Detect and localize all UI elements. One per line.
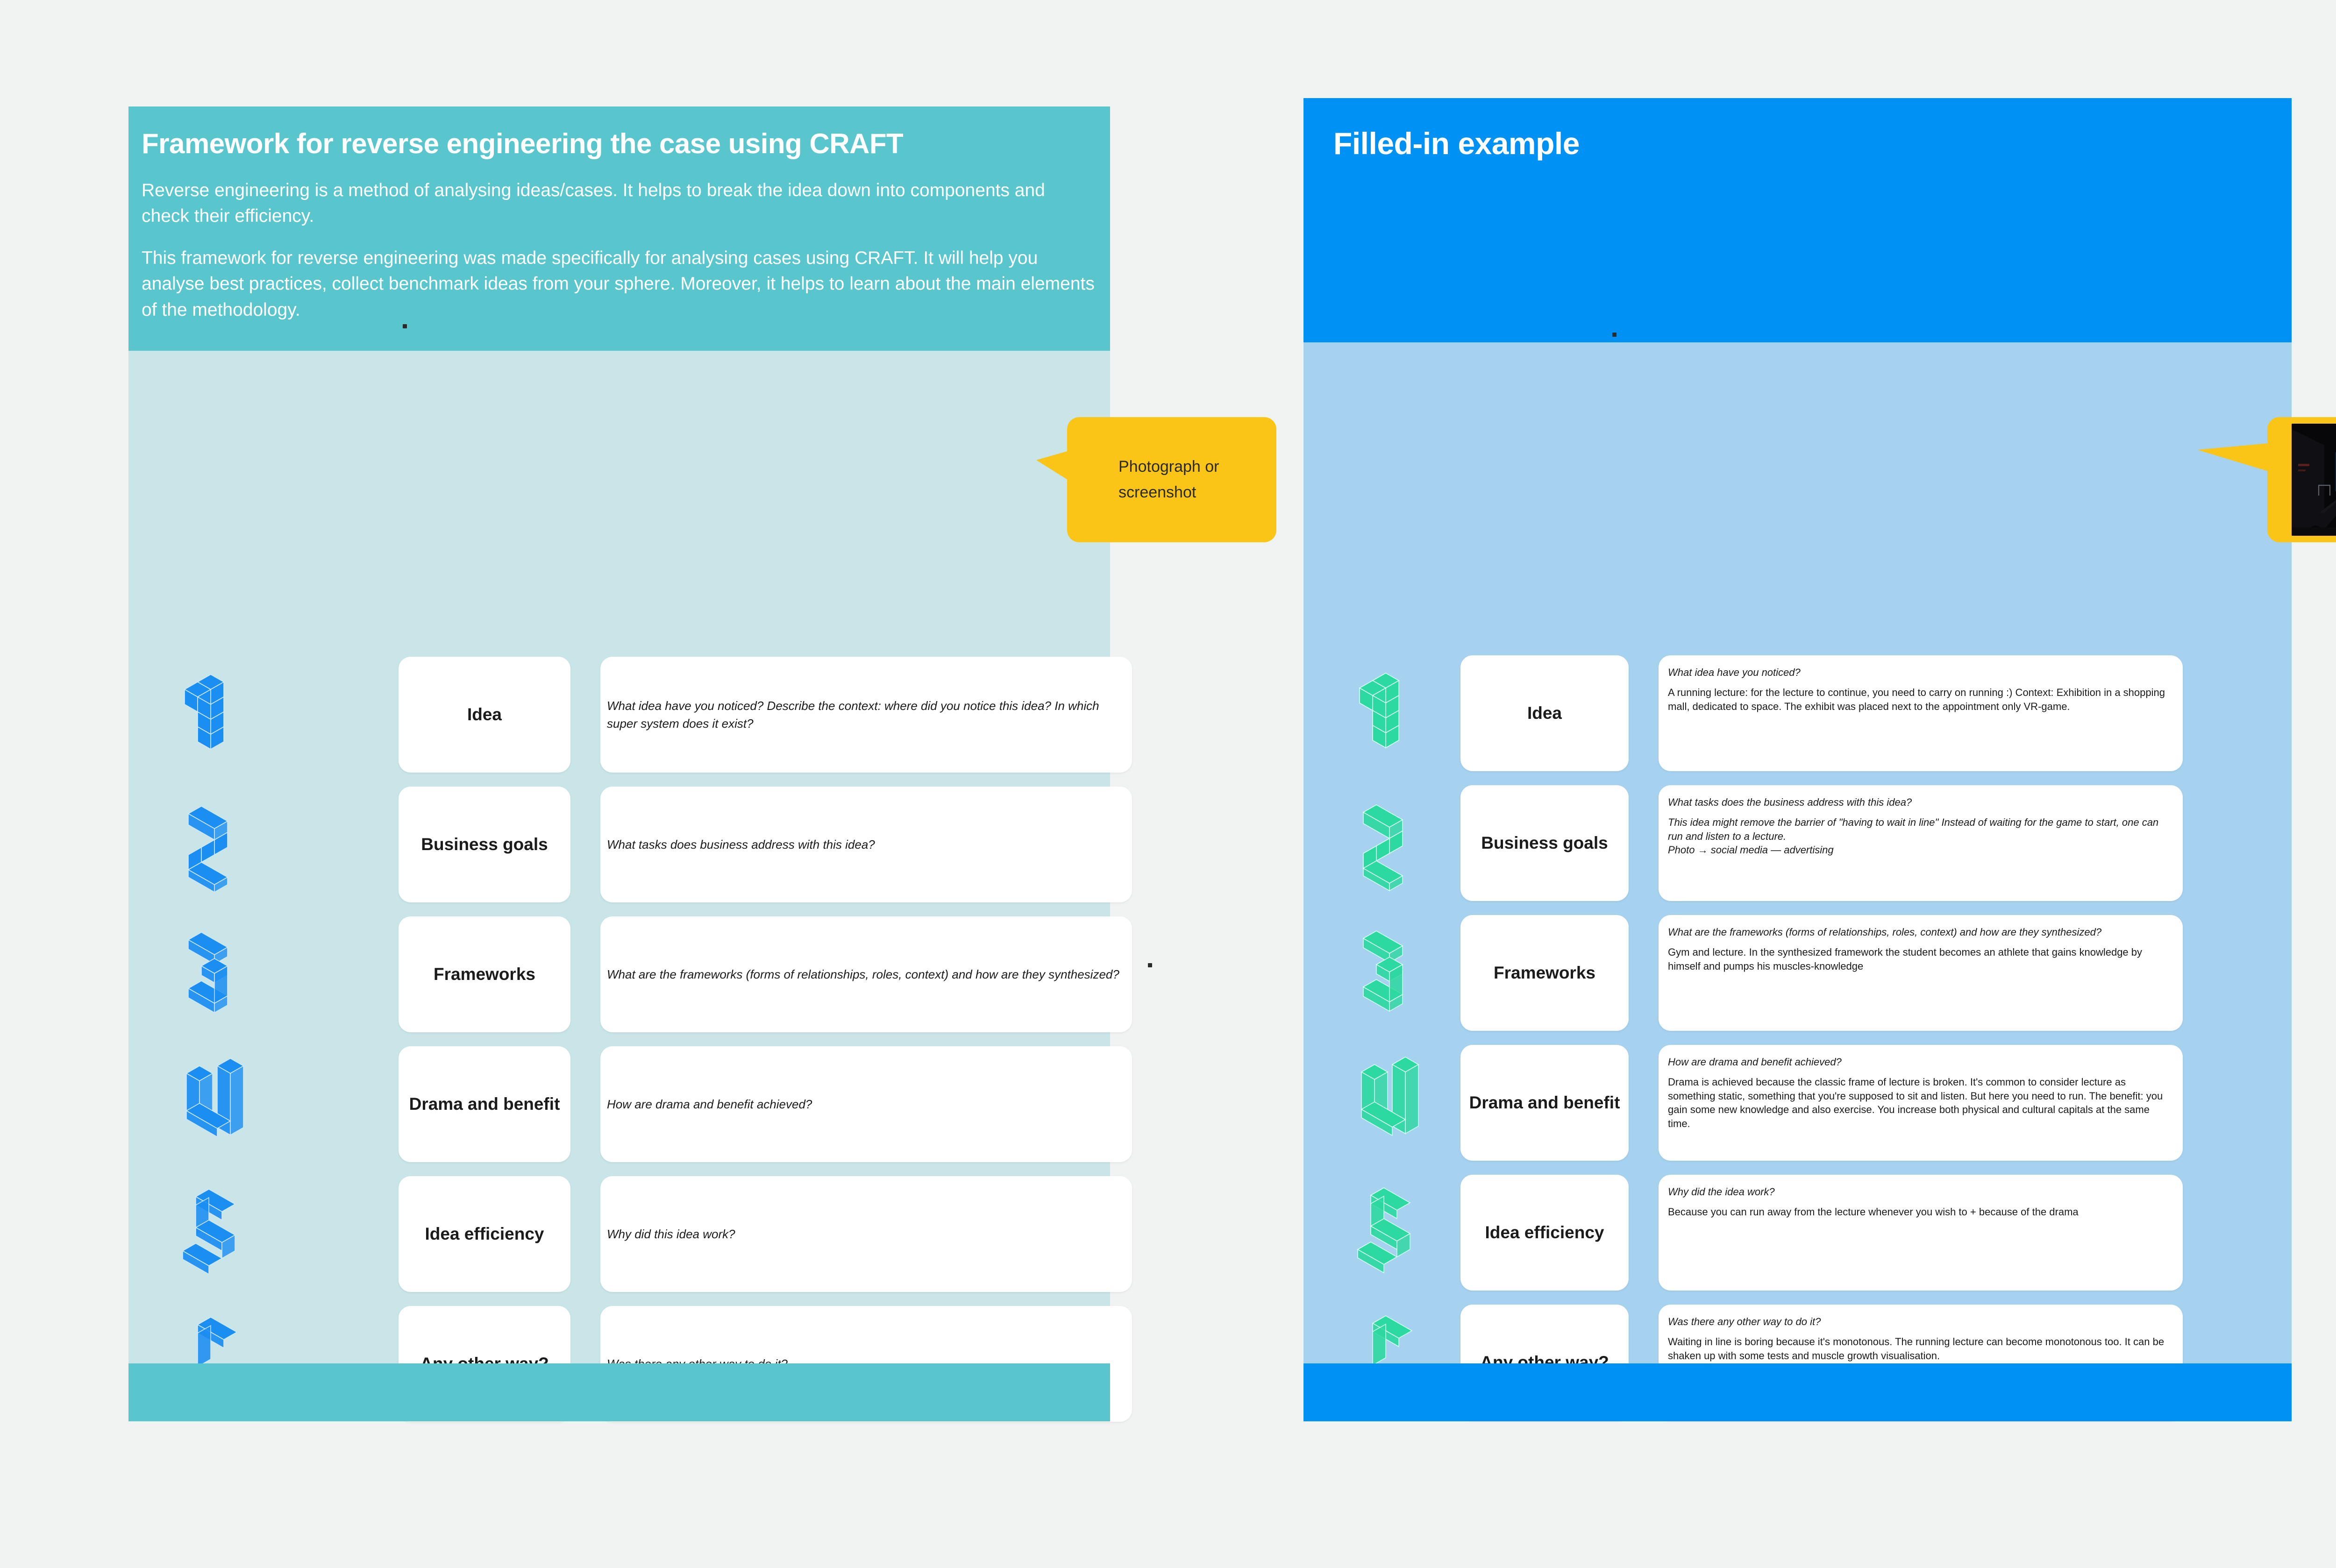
row-label-card: Business goals: [1460, 785, 1629, 901]
table-row: Business goals What tasks does the busin…: [1303, 785, 2292, 901]
table-row: Frameworks What are the frameworks (form…: [128, 916, 1132, 1032]
row-label: Frameworks: [434, 965, 535, 984]
row-label: Business goals: [1481, 833, 1608, 853]
row-label-card: Frameworks: [399, 916, 570, 1032]
right-panel-footer: [1303, 1363, 2292, 1421]
row-answer-text: Gym and lecture. In the synthesized fram…: [1668, 946, 2143, 972]
row-question-text: What idea have you noticed?: [1668, 667, 1801, 678]
step-number-2-icon: [157, 787, 271, 902]
table-row: Business goals What tasks does business …: [128, 787, 1132, 902]
callout-text: Photograph or screenshot: [1118, 457, 1219, 501]
callout-tail: [1036, 451, 1069, 481]
row-question-card[interactable]: Why did this idea work?: [600, 1176, 1132, 1292]
left-panel-header: Framework for reverse engineering the ca…: [128, 106, 1110, 351]
row-label: Idea: [467, 705, 502, 724]
table-row: Idea efficiency Why did this idea work?: [128, 1176, 1132, 1292]
row-answer-card[interactable]: What tasks does the business address wit…: [1659, 785, 2183, 901]
step-number-4-icon: [1332, 1045, 1446, 1161]
row-label-card: Idea: [399, 657, 570, 773]
table-row: Idea What idea have you noticed? Describ…: [128, 657, 1132, 773]
step-number-5-icon: [1332, 1175, 1446, 1291]
callout-tail: [2197, 443, 2268, 471]
row-label-card: Drama and benefit: [1460, 1045, 1629, 1161]
table-row: Idea efficiency Why did the idea work? B…: [1303, 1175, 2292, 1291]
row-label: Frameworks: [1494, 963, 1595, 983]
row-label-card: Business goals: [399, 787, 570, 902]
example-photo-callout: [2197, 417, 2336, 542]
step-number-3-icon: [1332, 915, 1446, 1031]
row-question-text: What are the frameworks (forms of relati…: [607, 967, 1119, 981]
step-number-2-icon: [1332, 785, 1446, 901]
running-lecture-photo: [2292, 424, 2336, 536]
row-label-card: Frameworks: [1460, 915, 1629, 1031]
row-question-text: What tasks does the business address wit…: [1668, 796, 1912, 808]
table-row: Frameworks What are the frameworks (form…: [1303, 915, 2292, 1031]
row-question-card[interactable]: What are the frameworks (forms of relati…: [600, 916, 1132, 1032]
row-answer-text: A running lecture: for the lecture to co…: [1668, 687, 2165, 712]
row-label-card: Idea efficiency: [399, 1176, 570, 1292]
row-label-card: Idea: [1460, 655, 1629, 771]
step-number-1-icon: [157, 657, 271, 773]
row-question-text: Why did the idea work?: [1668, 1186, 1775, 1198]
artifact-dot: [1148, 963, 1152, 967]
row-label: Idea efficiency: [1485, 1223, 1604, 1242]
step-number-1-icon: [1332, 655, 1446, 771]
step-number-3-icon: [157, 916, 271, 1032]
row-question-text: Why did this idea work?: [607, 1227, 735, 1241]
row-answer-text: This idea might remove the barrier of "h…: [1668, 816, 2159, 856]
row-label: Business goals: [421, 835, 548, 854]
row-question-card[interactable]: How are drama and benefit achieved?: [600, 1046, 1132, 1162]
row-question-card[interactable]: What idea have you noticed? Describe the…: [600, 657, 1132, 773]
row-question-text: How are drama and benefit achieved?: [607, 1097, 812, 1111]
left-panel-footer: [128, 1363, 1110, 1421]
row-label: Drama and benefit: [409, 1094, 560, 1114]
step-number-5-icon: [157, 1176, 271, 1292]
row-label: Drama and benefit: [1469, 1093, 1620, 1113]
row-answer-text: Drama is achieved because the classic fr…: [1668, 1076, 2163, 1129]
table-row: Drama and benefit How are drama and bene…: [128, 1046, 1132, 1162]
row-answer-card[interactable]: What idea have you noticed? A running le…: [1659, 655, 2183, 771]
row-label: Idea efficiency: [425, 1224, 544, 1244]
right-panel-header: Filled-in example: [1303, 98, 2292, 342]
left-panel-title: Framework for reverse engineering the ca…: [142, 128, 904, 159]
row-answer-text: Because you can run away from the lectur…: [1668, 1206, 2079, 1218]
row-question-card[interactable]: What tasks does business address with th…: [600, 787, 1132, 902]
row-question-text: What idea have you noticed? Describe the…: [607, 698, 1099, 731]
row-question-text: How are drama and benefit achieved?: [1668, 1056, 1842, 1068]
row-question-text: What tasks does business address with th…: [607, 837, 875, 851]
row-answer-card[interactable]: How are drama and benefit achieved? Dram…: [1659, 1045, 2183, 1161]
filled-in-example-panel: Filled-in example Idea Wha: [1303, 98, 2292, 1421]
table-row: Drama and benefit How are drama and bene…: [1303, 1045, 2292, 1161]
row-question-text: What are the frameworks (forms of relati…: [1668, 926, 2102, 938]
artifact-dot: [1612, 333, 1617, 337]
row-label: Idea: [1527, 703, 1562, 723]
photograph-or-screenshot-callout: Photograph or screenshot: [1036, 417, 1276, 542]
artifact-dot: [403, 324, 407, 328]
framework-template-panel: Framework for reverse engineering the ca…: [128, 106, 1132, 1422]
row-question-text: Was there any other way to do it?: [1668, 1316, 1821, 1327]
table-row: Idea What idea have you noticed? A runni…: [1303, 655, 2292, 771]
step-number-4-icon: [157, 1046, 271, 1162]
row-label-card: Drama and benefit: [399, 1046, 570, 1162]
left-panel-intro-1: Reverse engineering is a method of analy…: [142, 180, 1045, 227]
row-answer-text: Waiting in line is boring because it's m…: [1668, 1336, 2165, 1362]
row-answer-card[interactable]: What are the frameworks (forms of relati…: [1659, 915, 2183, 1031]
row-label-card: Idea efficiency: [1460, 1175, 1629, 1291]
left-panel-intro-2: This framework for reverse engineering w…: [142, 248, 1095, 320]
right-panel-title: Filled-in example: [1333, 126, 1580, 161]
row-answer-card[interactable]: Why did the idea work? Because you can r…: [1659, 1175, 2183, 1291]
